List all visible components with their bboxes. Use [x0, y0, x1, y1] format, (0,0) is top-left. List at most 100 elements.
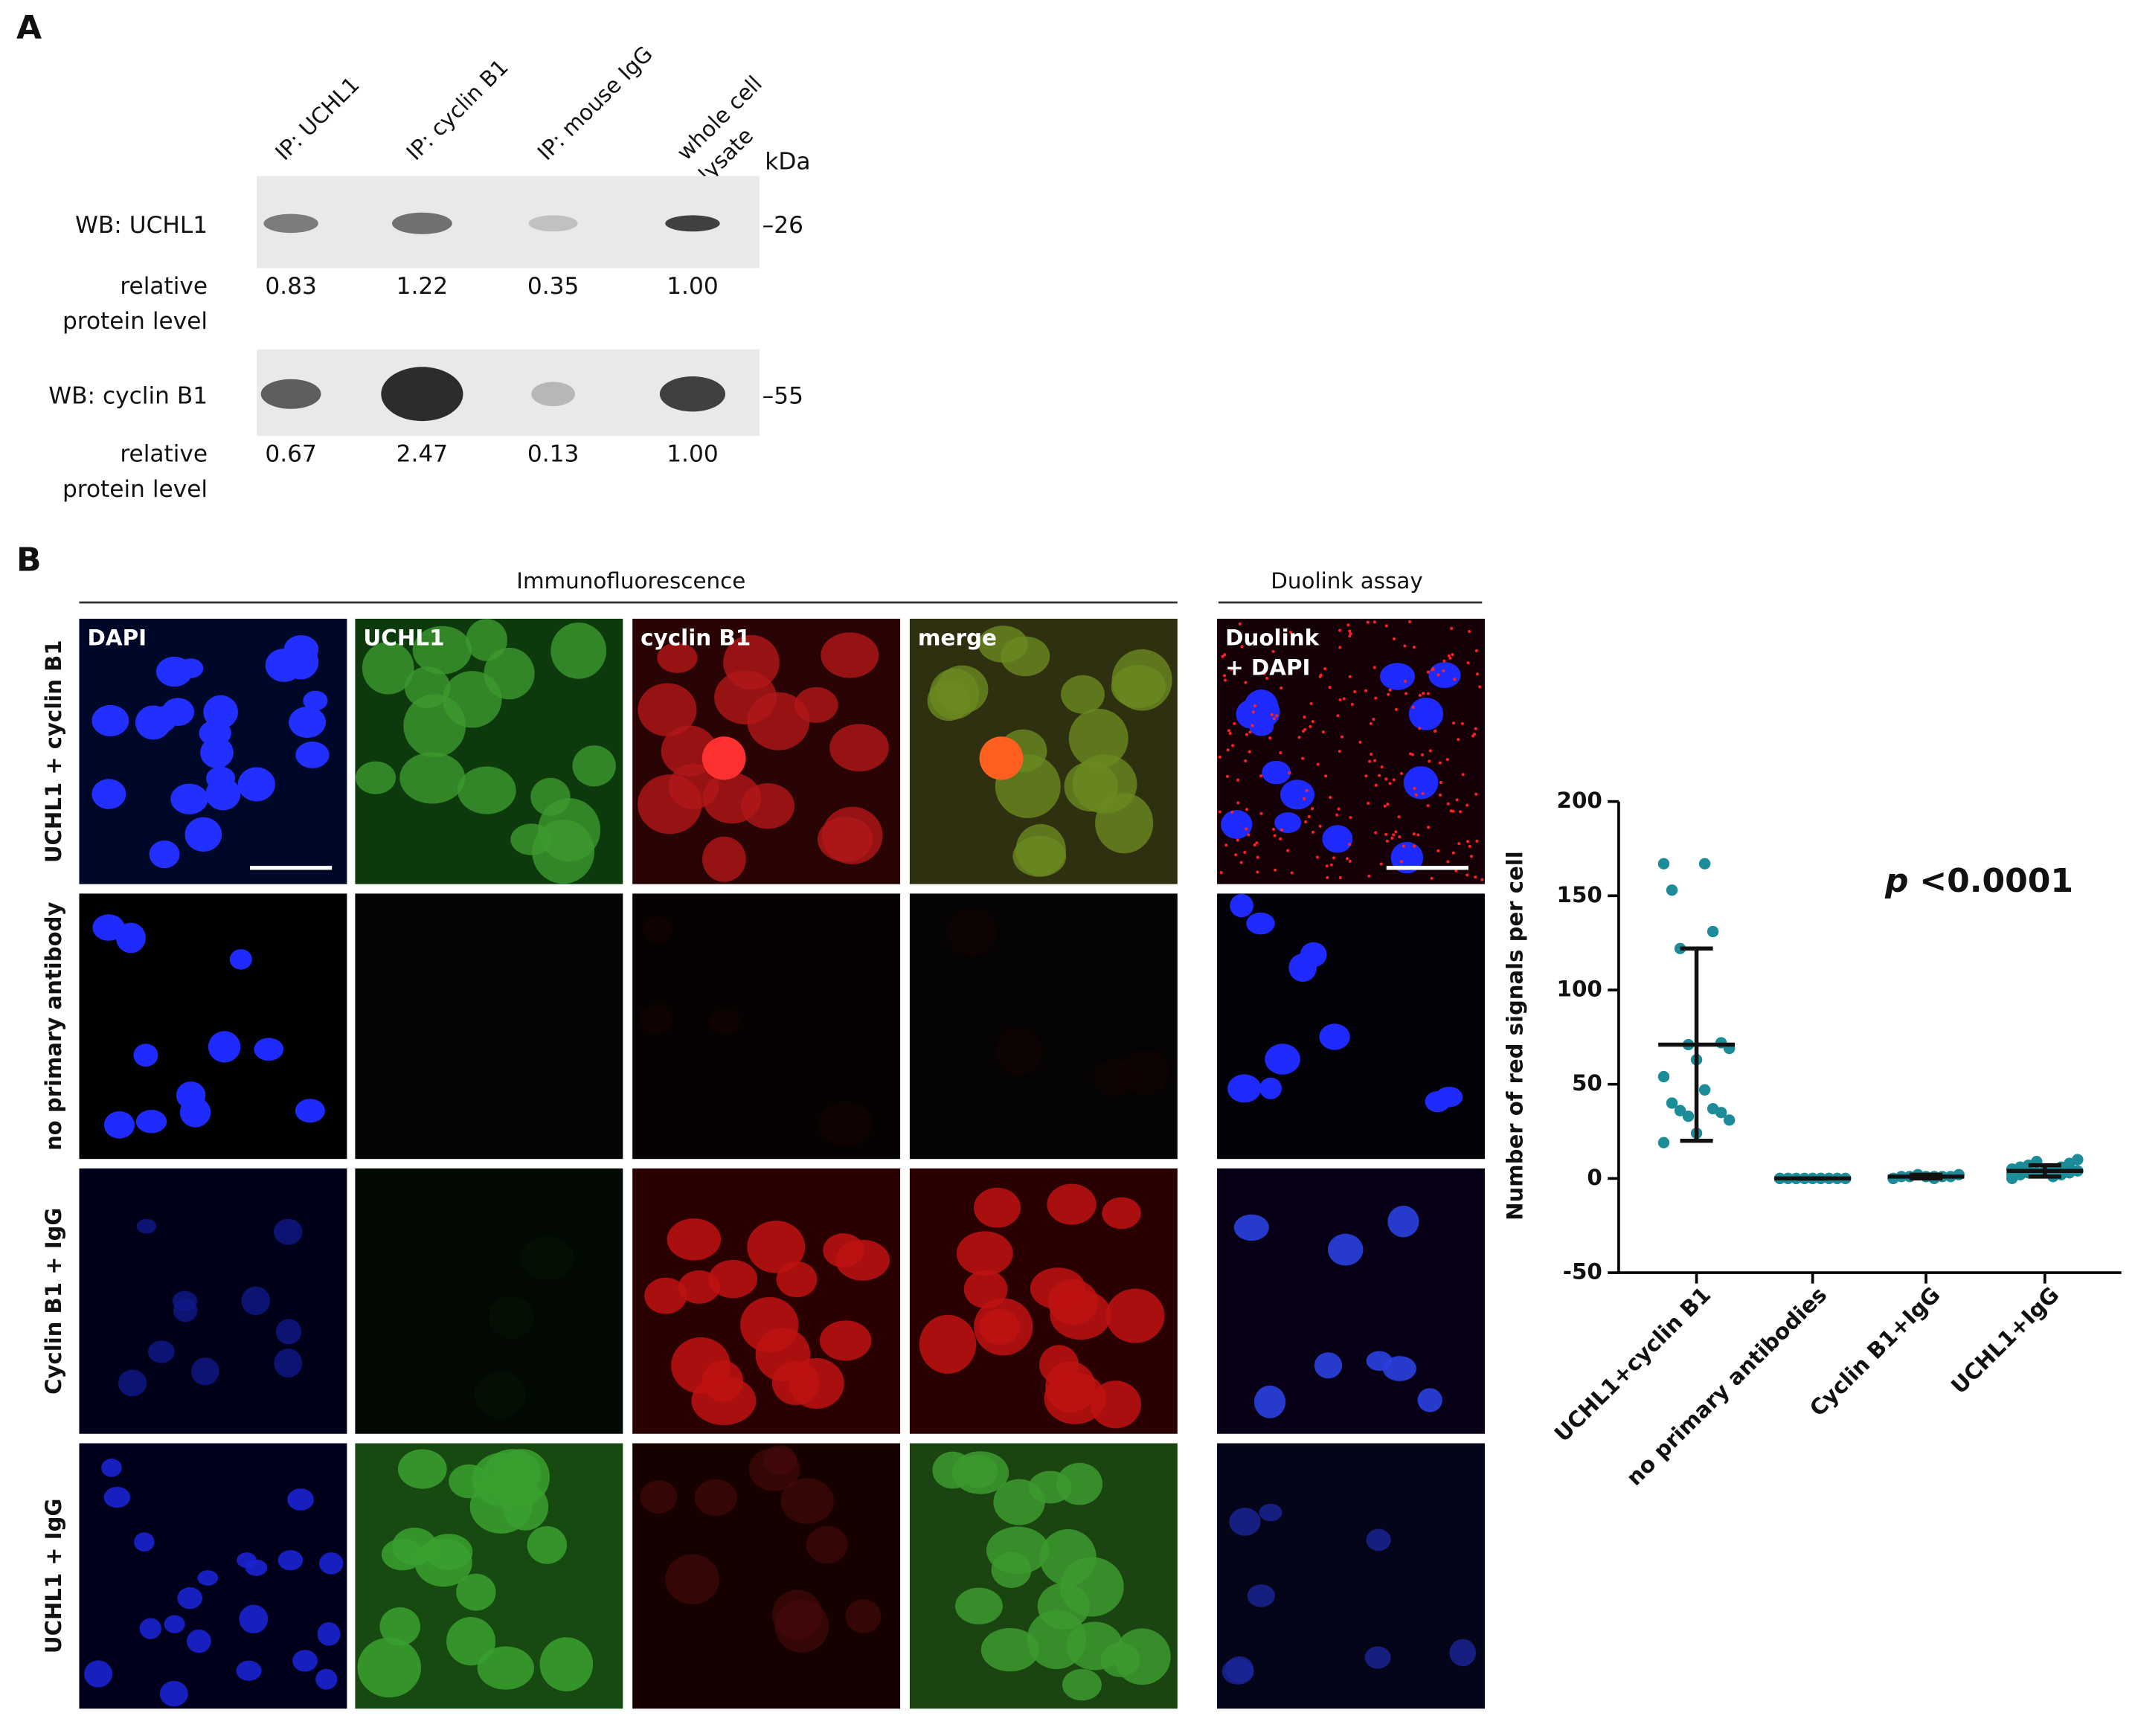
- micrograph-speckle: [1332, 856, 1336, 860]
- micrograph-speckle: [1345, 857, 1349, 861]
- micrograph-speckle: [1280, 828, 1283, 832]
- micrograph-cell: [845, 1599, 882, 1633]
- micrograph-cell: [1233, 1214, 1269, 1241]
- micrograph-cell: [789, 1357, 844, 1409]
- micrograph-speckle: [1474, 875, 1477, 879]
- micrograph-speckle: [1426, 692, 1430, 695]
- micrograph-cell: [92, 704, 129, 736]
- micrograph-speckle: [1455, 798, 1459, 802]
- micrograph-speckle: [1434, 729, 1437, 733]
- micrograph-speckle: [1450, 626, 1454, 630]
- micrograph-speckle: [1388, 688, 1392, 692]
- micrograph-cell: [136, 1218, 157, 1234]
- micrograph-speckle: [1348, 843, 1352, 846]
- micrograph-speckle: [1279, 751, 1282, 755]
- micrograph-speckle: [1342, 697, 1346, 701]
- micrograph-speckle: [1471, 734, 1475, 738]
- micrograph-cell: [657, 643, 698, 673]
- micrograph-speckle: [1243, 850, 1247, 854]
- data-point: [1657, 1137, 1670, 1148]
- micrograph-speckle: [1288, 771, 1291, 775]
- micrograph-cell: [317, 1622, 341, 1646]
- micrograph-speckle: [1321, 730, 1325, 734]
- micrograph-speckle: [1286, 849, 1290, 852]
- micrograph-cell: [172, 1290, 198, 1311]
- micrograph-speckle: [1270, 713, 1274, 716]
- micrograph-speckle: [1245, 827, 1248, 831]
- micrograph-speckle: [1348, 629, 1352, 633]
- micrograph-cell: [747, 1221, 806, 1273]
- micrograph-cell: [640, 1480, 678, 1514]
- micrograph-cell: [147, 1340, 175, 1363]
- micrograph-cell: [1230, 893, 1253, 918]
- micrograph-cell: [702, 736, 746, 780]
- micrograph-speckle: [1394, 830, 1398, 834]
- micrograph-speckle: [1412, 832, 1416, 836]
- micrograph-cell: [179, 1097, 211, 1128]
- micrograph-cell: [819, 1102, 873, 1145]
- micrograph-speckle: [1380, 765, 1384, 769]
- micrograph-speckle: [1431, 668, 1434, 672]
- micrograph-cell: [639, 1004, 672, 1035]
- micrograph-speckle: [1349, 816, 1352, 820]
- micrograph-speckle: [1465, 873, 1469, 877]
- blot-band: [260, 379, 321, 409]
- micrograph-speckle: [1240, 645, 1244, 649]
- micrograph-cell: [295, 1099, 325, 1123]
- micrograph-cell: [443, 671, 502, 728]
- micrograph-speckle: [1301, 756, 1305, 760]
- data-point: [1682, 1110, 1695, 1122]
- micrograph-speckle: [1451, 653, 1454, 657]
- micrograph-speckle: [1236, 778, 1240, 782]
- micrograph-speckle: [1478, 685, 1482, 689]
- micrograph-speckle: [1224, 843, 1228, 847]
- micrograph-cell: [1417, 1388, 1442, 1412]
- relative-label: relative: [120, 273, 208, 300]
- micrograph-cell: [956, 1231, 1013, 1276]
- micrograph-speckle: [1451, 851, 1455, 855]
- micrograph-speckle: [1244, 681, 1248, 684]
- micrograph: [1217, 1443, 1485, 1709]
- data-point: [1657, 1070, 1670, 1083]
- micrograph-speckle: [1324, 774, 1328, 778]
- micrograph: [1217, 893, 1485, 1160]
- micrograph-speckle: [1442, 659, 1446, 663]
- micrograph-cell: [200, 736, 234, 769]
- micrograph-cell: [1247, 696, 1280, 728]
- micrograph-cell: [1449, 1639, 1477, 1667]
- column-label: UCHL1: [363, 626, 444, 651]
- micrograph-speckle: [1337, 807, 1341, 811]
- micrograph-cell: [1111, 649, 1172, 711]
- micrograph-speckle: [1268, 736, 1272, 740]
- micrograph-cell: [819, 1320, 872, 1361]
- micrograph-cell: [289, 707, 326, 738]
- column-label: merge: [918, 626, 997, 651]
- micrograph-speckle: [1348, 675, 1352, 678]
- micrograph-speckle: [1398, 835, 1402, 839]
- micrograph-speckle: [1384, 832, 1388, 836]
- micrograph-speckle: [1329, 863, 1333, 867]
- micrograph-cell: [92, 914, 125, 941]
- micrograph-speckle: [1236, 838, 1239, 842]
- micrograph-speckle: [1445, 758, 1449, 762]
- micrograph-cell: [763, 1445, 797, 1476]
- micrograph-cell: [678, 1270, 720, 1304]
- micrograph-speckle: [1436, 849, 1440, 852]
- micrograph-cell: [1288, 954, 1317, 983]
- micrograph-speckle: [1348, 859, 1352, 863]
- micrograph-cell: [1366, 1528, 1391, 1552]
- micrograph-speckle: [1446, 860, 1450, 864]
- micrograph-speckle: [1218, 810, 1221, 814]
- micrograph-speckle: [1262, 672, 1266, 675]
- micrograph-speckle: [1421, 753, 1425, 756]
- micrograph-speckle: [1221, 655, 1224, 658]
- micrograph-speckle: [1338, 698, 1342, 701]
- micrograph-speckle: [1383, 804, 1387, 808]
- micrograph-cell: [236, 1660, 262, 1681]
- data-point: [1707, 925, 1719, 938]
- micrograph-cell: [1314, 1352, 1343, 1379]
- micrograph-cell: [206, 766, 236, 791]
- micrograph-cell: [277, 1550, 304, 1571]
- micrograph-cell: [84, 1660, 113, 1688]
- micrograph-cell: [1100, 1642, 1140, 1677]
